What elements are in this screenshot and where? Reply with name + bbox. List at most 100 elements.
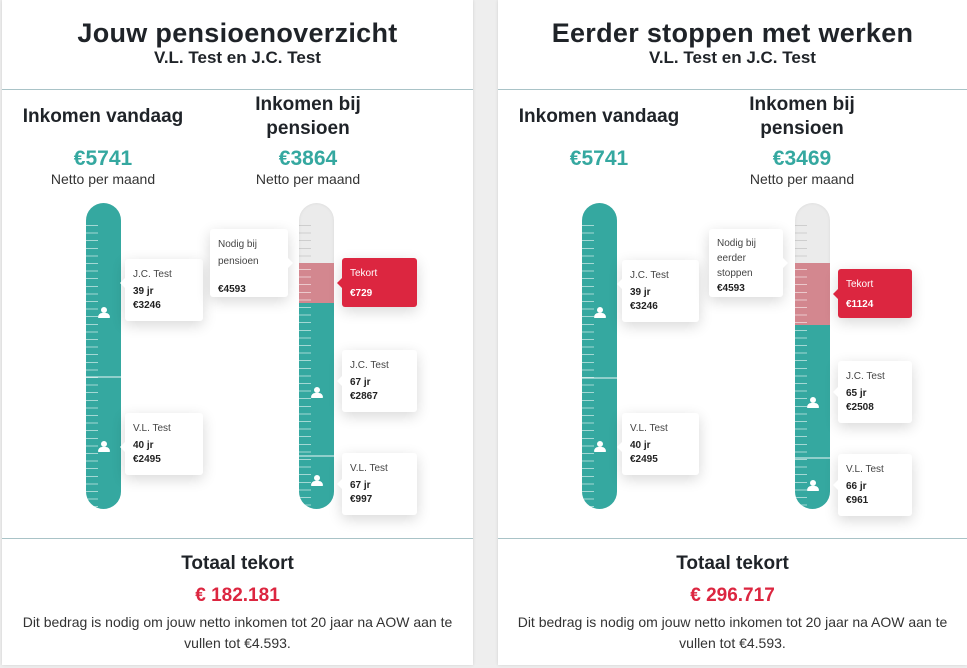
panel-pension-overview: Jouw pensioenoverzicht V.L. Test en J.C.… — [2, 0, 473, 665]
person-card-vl-pension[interactable]: V.L. Test 66 jr €961 — [833, 454, 912, 516]
panel-early-retirement: Eerder stoppen met werken V.L. Test en J… — [498, 0, 967, 665]
card-amount: €1124 — [846, 299, 874, 310]
person-card-jc-pension[interactable]: J.C. Test 67 jr €2867 — [337, 350, 417, 412]
person-icon — [311, 387, 323, 398]
person-card-jc-pension[interactable]: J.C. Test 65 jr €2508 — [833, 361, 912, 423]
bar-separator — [795, 457, 830, 459]
card-name: V.L. Test — [350, 463, 388, 474]
card-label: Nodig bij — [218, 239, 257, 250]
card-amount: €2495 — [133, 454, 161, 465]
total-shortfall-note: Dit bedrag is nodig om jouw netto inkome… — [517, 614, 948, 651]
card-age: 65 jr — [846, 388, 867, 399]
bar-separator — [299, 455, 334, 457]
card-label: Nodig bij — [717, 238, 756, 249]
person-card-vl-today[interactable]: V.L. Test 40 jr €2495 — [617, 413, 699, 475]
bar-separator — [582, 377, 617, 379]
card-amount: €3246 — [133, 300, 161, 311]
card-age: 39 jr — [630, 287, 651, 298]
card-amount: €3246 — [630, 301, 658, 312]
card-label: Tekort — [350, 268, 378, 279]
person-icon — [311, 475, 323, 486]
card-age: 39 jr — [133, 286, 154, 297]
card-name: V.L. Test — [630, 423, 668, 434]
bar-ticks — [299, 219, 311, 263]
income-pension-heading: Inkomen bij pensioen — [702, 93, 902, 141]
bar-ticks — [582, 219, 594, 509]
income-today-amount: €5741 — [569, 147, 629, 170]
footer-divider — [2, 538, 473, 539]
card-label: pensioen — [218, 256, 259, 267]
card-age: 67 jr — [350, 480, 371, 491]
income-pension-amount: €3469 — [772, 147, 832, 170]
shortfall-card[interactable]: Tekort €1124 — [833, 269, 912, 318]
income-today-caption: Netto per maand — [50, 171, 156, 187]
person-card-jc-today[interactable]: J.C. Test 39 jr €3246 — [120, 259, 203, 321]
heading-line: Inkomen bij — [255, 94, 361, 115]
card-age: 66 jr — [846, 481, 867, 492]
income-pension-caption: Netto per maand — [749, 171, 855, 187]
person-icon — [98, 441, 110, 452]
needed-card[interactable]: Nodig bij pensioen €4593 — [210, 229, 293, 297]
card-age: 67 jr — [350, 377, 371, 388]
total-shortfall-amount: € 182.181 — [195, 585, 280, 606]
total-shortfall-note: Dit bedrag is nodig om jouw netto inkome… — [22, 614, 453, 651]
card-name: J.C. Test — [133, 269, 172, 280]
heading-line: pensioen — [266, 118, 350, 139]
card-age: 40 jr — [630, 440, 651, 451]
card-amount: €2867 — [350, 391, 378, 402]
card-name: J.C. Test — [350, 360, 389, 371]
person-icon — [807, 397, 819, 408]
person-card-vl-pension[interactable]: V.L. Test 67 jr €997 — [337, 453, 417, 515]
card-label: Tekort — [846, 279, 874, 290]
bar-ticks — [86, 219, 98, 509]
income-today-amount: €5741 — [73, 147, 133, 170]
card-label: stoppen — [717, 268, 753, 279]
card-name: J.C. Test — [846, 371, 885, 382]
needed-card[interactable]: Nodig bij eerder stoppen €4593 — [709, 229, 788, 297]
person-icon — [594, 307, 606, 318]
footer-divider — [498, 538, 967, 539]
income-pension-bar — [795, 203, 830, 509]
person-icon — [807, 480, 819, 491]
person-icon — [594, 441, 606, 452]
header-divider — [2, 89, 473, 90]
shortfall-card[interactable]: Tekort €729 — [337, 258, 417, 307]
header-divider — [498, 89, 967, 90]
person-card-jc-today[interactable]: J.C. Test 39 jr €3246 — [617, 260, 699, 322]
card-name: V.L. Test — [133, 423, 171, 434]
card-age: 40 jr — [133, 440, 154, 451]
total-shortfall-amount: € 296.717 — [690, 585, 775, 606]
bar-ticks — [299, 263, 311, 509]
total-shortfall-title: Totaal tekort — [676, 553, 789, 574]
income-today-heading: Inkomen vandaag — [518, 106, 680, 127]
card-amount: €2495 — [630, 454, 658, 465]
panel-subtitle: V.L. Test en J.C. Test — [649, 48, 816, 67]
card-amount: €4593 — [717, 283, 745, 294]
person-card-vl-today[interactable]: V.L. Test 40 jr €2495 — [120, 413, 203, 475]
income-today-bar — [582, 203, 617, 509]
panel-title: Eerder stoppen met werken — [551, 18, 914, 48]
card-amount: €961 — [846, 495, 869, 506]
bar-ticks — [795, 219, 807, 263]
income-pension-heading: Inkomen bij pensioen — [208, 93, 408, 141]
income-today-bar — [86, 203, 121, 509]
income-today-heading: Inkomen vandaag — [22, 106, 184, 127]
bar-separator — [86, 376, 121, 378]
card-label: eerder — [717, 253, 746, 264]
card-name: J.C. Test — [630, 270, 669, 281]
income-pension-amount: €3864 — [278, 147, 338, 170]
bar-ticks — [795, 263, 807, 509]
card-amount: €2508 — [846, 402, 874, 413]
card-amount: €4593 — [218, 284, 246, 295]
panel-subtitle: V.L. Test en J.C. Test — [154, 48, 321, 67]
card-name: V.L. Test — [846, 464, 884, 475]
person-icon — [98, 307, 110, 318]
total-shortfall-title: Totaal tekort — [181, 553, 294, 574]
card-amount: €997 — [350, 494, 373, 505]
heading-line: pensioen — [760, 118, 844, 139]
income-pension-bar — [299, 203, 334, 509]
panel-title: Jouw pensioenoverzicht — [77, 18, 398, 48]
heading-line: Inkomen bij — [749, 94, 855, 115]
income-pension-caption: Netto per maand — [255, 171, 361, 187]
card-amount: €729 — [350, 288, 373, 299]
